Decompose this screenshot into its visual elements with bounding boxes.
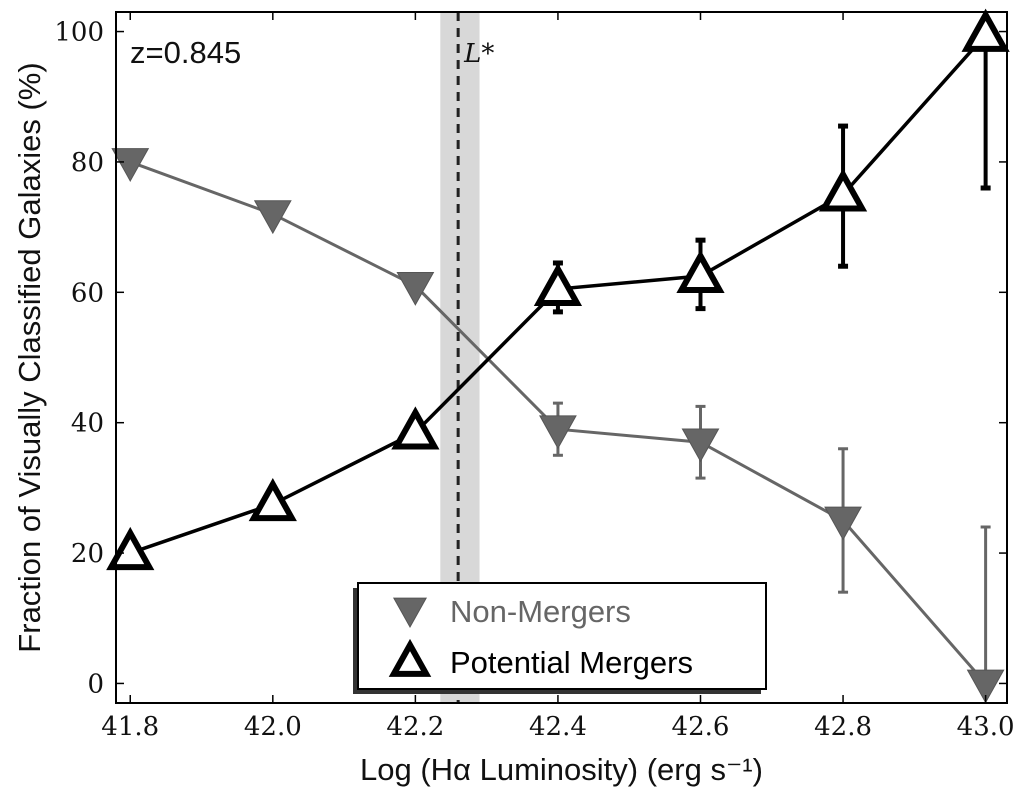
y-tick-label: 0 (87, 669, 104, 699)
y-tick-label: 80 (71, 148, 104, 178)
y-tick-label: 20 (71, 539, 104, 569)
y-axis-label: Fraction of Visually Classified Galaxies… (12, 62, 47, 652)
legend-potential-mergers-label: Potential Mergers (450, 645, 693, 680)
redshift-annotation: z=0.845 (130, 35, 241, 70)
non-mergers-point (966, 669, 1005, 704)
potential-mergers-point (533, 262, 583, 307)
potential-mergers-point (676, 249, 725, 294)
potential-mergers-point (818, 168, 868, 212)
x-tick-label: 42.0 (244, 712, 302, 742)
non-mergers-point (824, 506, 862, 541)
plot-frame (115, 11, 1008, 704)
non-mergers-series (111, 148, 1005, 704)
y-tick-label: 60 (71, 278, 104, 308)
legend-non-mergers-label: Non-Mergers (450, 594, 631, 629)
x-tick-label: 42.4 (529, 712, 587, 742)
non-mergers-point (396, 271, 435, 306)
potential-mergers-point (248, 478, 297, 522)
potential-mergers-point (391, 406, 440, 450)
x-tick-label: 43.0 (957, 712, 1015, 742)
x-axis-label: Log (Hα Luminosity) (erg s⁻¹) (360, 752, 763, 787)
legend-potential-mergers-marker (388, 638, 432, 677)
x-tick-label: 41.8 (101, 712, 159, 742)
non-mergers-point (111, 148, 150, 182)
potential-mergers-point (106, 526, 155, 571)
potential-mergers-point (961, 8, 1010, 52)
non-mergers-point (253, 200, 292, 235)
legend-non-mergers-marker (392, 597, 428, 629)
x-tick-label: 42.2 (386, 712, 444, 742)
potential-mergers-series (106, 8, 1010, 571)
x-tick-label: 42.6 (672, 712, 730, 742)
lstar-label: L* (463, 39, 494, 69)
non-mergers-point (681, 428, 720, 463)
y-tick-label: 40 (71, 409, 104, 439)
x-tick-label: 42.8 (814, 712, 872, 742)
non-mergers-point (539, 415, 577, 450)
y-tick-label: 100 (54, 18, 104, 48)
